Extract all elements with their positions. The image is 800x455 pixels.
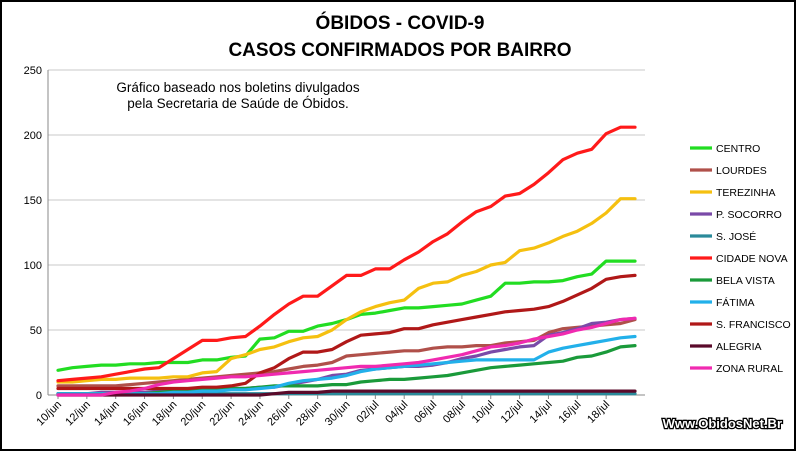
- x-tick-label: 02/jul: [354, 399, 381, 426]
- x-tick-label: 18/jul: [585, 399, 612, 426]
- x-tick-label: 16/jul: [556, 399, 583, 426]
- x-tick-label: 26/jun: [265, 399, 295, 429]
- series-lines: [56, 125, 637, 397]
- x-tick-label: 22/jun: [208, 399, 238, 429]
- y-tick-label: 150: [24, 195, 42, 207]
- gridlines: [47, 69, 645, 396]
- legend-label: TEREZINHA: [716, 187, 776, 199]
- legend-label: CENTRO: [716, 143, 760, 155]
- x-tick-label: 06/jul: [412, 399, 439, 426]
- x-tick-label: 12/jul: [499, 399, 526, 426]
- legend-label: S. FRANCISCO: [716, 319, 791, 331]
- legend-label: S. JOSÉ: [716, 230, 756, 243]
- y-tick-label: 50: [30, 325, 42, 337]
- x-tick-label: 14/jun: [92, 399, 122, 429]
- x-tick-label: 10/jul: [470, 399, 497, 426]
- series-line-cidade-nova: [56, 125, 637, 383]
- x-tick-label: 10/jun: [34, 399, 64, 429]
- x-tick-label: 14/jul: [527, 399, 554, 426]
- legend-label: ZONA RURAL: [716, 363, 783, 375]
- legend-label: CIDADE NOVA: [716, 253, 788, 265]
- y-tick-label: 250: [24, 65, 42, 77]
- chart-title-line1: ÓBIDOS - COVID-9: [316, 12, 485, 34]
- x-tick-label: 08/jul: [441, 399, 468, 426]
- legend-label: P. SOCORRO: [716, 209, 782, 221]
- chart-note-line1: Gráfico baseado nos boletins divulgados: [116, 80, 359, 95]
- series-line-s-francisco: [56, 273, 637, 391]
- legend-label: FÁTIMA: [716, 296, 755, 309]
- legend: CENTRO LOURDES TEREZINHA P. SOCORRO S. JOSÉ C…: [690, 143, 791, 375]
- x-tick-label: 04/jul: [383, 399, 410, 426]
- x-tick-label: 20/jun: [179, 399, 209, 429]
- legend-label: BELA VISTA: [716, 275, 775, 287]
- y-tick-label: 100: [24, 260, 42, 272]
- series-line-terezinha: [56, 197, 637, 384]
- x-tick-label: 12/jun: [63, 399, 93, 429]
- x-axis-ticks: 10/jun 12/jun 14/jun 16/jun 18/jun 20/jun 22/j…: [34, 395, 612, 428]
- chart-note-line2: pela Secretaria de Saúde de Óbidos.: [127, 96, 348, 111]
- series-line-zona-rural: [56, 316, 637, 397]
- y-axis-ticks: 0 50 100 150 200 250: [24, 65, 42, 402]
- x-tick-label: 28/jun: [294, 399, 324, 429]
- watermark: Www.ObidosNet.Br: [663, 416, 782, 431]
- x-tick-label: 18/jun: [150, 399, 180, 429]
- y-tick-label: 200: [24, 130, 42, 142]
- x-tick-label: 24/jun: [236, 399, 266, 429]
- x-tick-label: 16/jun: [121, 399, 151, 429]
- legend-label: LOURDES: [716, 165, 767, 177]
- legend-label: ALEGRIA: [716, 341, 762, 353]
- chart-title-line2: CASOS CONFIRMADOS POR BAIRRO: [228, 40, 571, 61]
- series-line-alegria: [56, 389, 637, 397]
- y-tick-label: 0: [36, 390, 42, 402]
- x-tick-label: 30/jun: [323, 399, 353, 429]
